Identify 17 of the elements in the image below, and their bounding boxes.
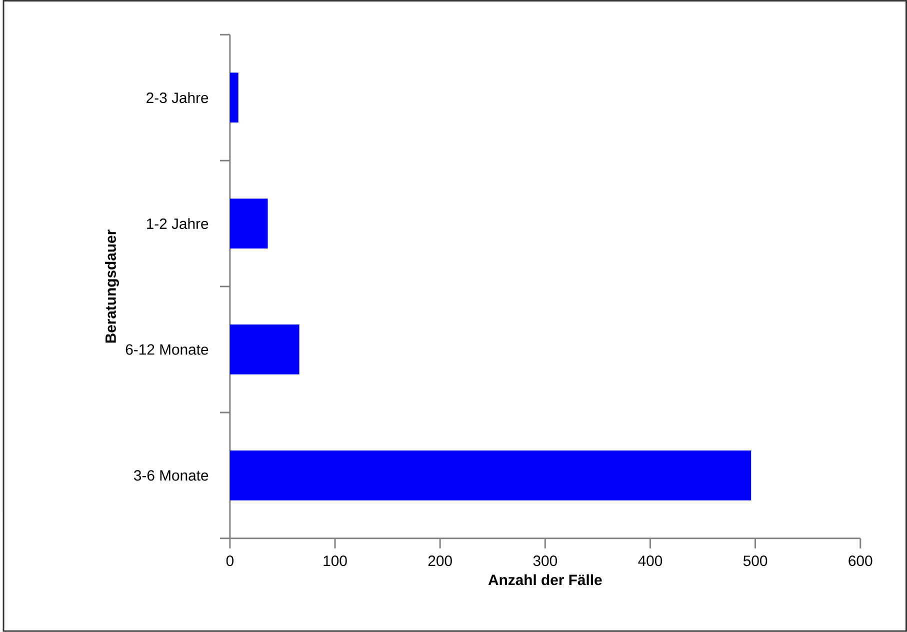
bar: [230, 324, 300, 374]
x-tick-label: 300: [533, 556, 558, 566]
y-tick-label: 1-2 Jahre: [146, 218, 208, 230]
x-tick-label: 100: [324, 556, 347, 566]
x-tick-label: 200: [428, 556, 452, 566]
bar: [230, 450, 752, 500]
y-tick-label: 6-12 Monate: [126, 344, 208, 355]
bar: [230, 72, 238, 123]
x-tick-label: 400: [638, 556, 662, 566]
bar: [230, 198, 268, 249]
x-tick-label: 500: [743, 556, 768, 566]
x-tick-label: 0: [226, 556, 234, 566]
x-tick-label: 600: [848, 556, 872, 566]
y-tick-label: 3-6 Monate: [134, 470, 208, 481]
y-axis-title: Beratungsdauer: [105, 230, 119, 343]
x-axis-title: Anzahl der Fälle: [488, 574, 602, 586]
y-tick-label: 2-3 Jahre: [146, 92, 208, 104]
